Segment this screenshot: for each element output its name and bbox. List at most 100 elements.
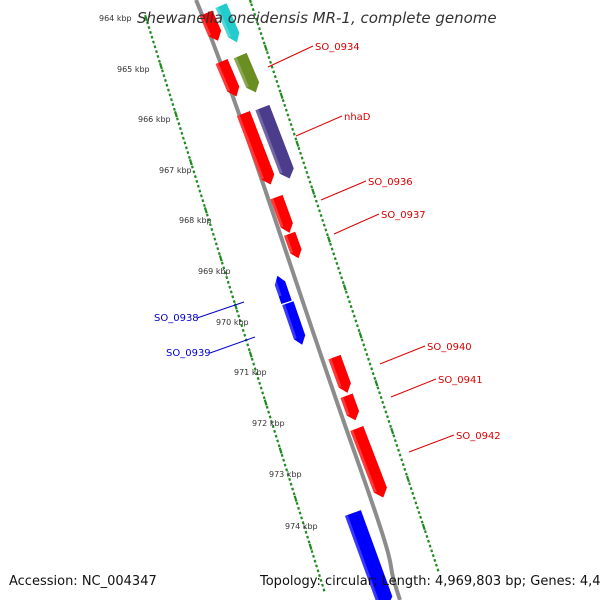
gene-teal-body xyxy=(215,3,240,43)
gene-olive[interactable] xyxy=(233,52,263,95)
scale-dot xyxy=(412,496,416,500)
scale-dot xyxy=(321,218,325,222)
scale-dot xyxy=(208,223,212,227)
gene-red[interactable] xyxy=(328,354,353,395)
scale-dot xyxy=(177,122,181,126)
gene-label[interactable]: SO_0940 xyxy=(427,342,472,353)
scale-dot xyxy=(373,376,377,380)
scale-dot xyxy=(390,427,395,435)
scale-dot xyxy=(354,319,358,323)
scale-dot xyxy=(395,443,399,448)
scale-dot xyxy=(288,477,292,482)
scale-dot xyxy=(393,439,397,443)
scale-dot xyxy=(202,203,206,208)
kbp-label: 970 kbp xyxy=(216,318,249,327)
scale-dot xyxy=(271,425,275,429)
kbp-label: 964 kbp xyxy=(99,14,132,23)
gene-blue[interactable] xyxy=(272,274,292,305)
scale-dot xyxy=(293,495,298,502)
scale-dot xyxy=(291,487,295,491)
accession-text: Accession: NC_004347 xyxy=(9,574,157,589)
gene-red-highlight xyxy=(236,114,265,180)
gene-red[interactable] xyxy=(283,231,304,261)
gene-red[interactable] xyxy=(270,194,295,235)
scale-dot xyxy=(258,381,262,385)
label-leader-lines xyxy=(196,45,455,453)
scale-dot xyxy=(217,251,221,256)
scale-dot xyxy=(268,415,272,419)
scale-dot xyxy=(371,372,375,376)
scale-dot xyxy=(312,554,315,558)
gene-red-highlight xyxy=(199,14,212,37)
scale-dot xyxy=(335,261,339,266)
scale-dot xyxy=(431,554,435,558)
scale-dot xyxy=(303,525,306,530)
gene-label[interactable]: nhaD xyxy=(344,112,371,123)
scale-dot xyxy=(318,209,321,213)
gene-blue-body xyxy=(282,301,306,345)
gene-blue-body xyxy=(274,275,292,305)
scale-dot xyxy=(294,137,298,141)
scale-dot xyxy=(175,117,179,121)
gene-blue[interactable] xyxy=(344,510,395,600)
scale-dot xyxy=(147,26,151,30)
gene-red-body xyxy=(350,425,387,498)
gene-label[interactable]: SO_0939 xyxy=(166,348,211,359)
scale-dot xyxy=(274,434,278,438)
gene-label[interactable]: SO_0938 xyxy=(154,313,199,324)
gene-purple[interactable] xyxy=(255,104,296,181)
gene-red[interactable] xyxy=(340,393,361,423)
scale-dot xyxy=(327,236,331,243)
scale-dot xyxy=(261,36,265,40)
scale-dot xyxy=(362,343,366,347)
scale-dot xyxy=(196,184,200,188)
scale-dot xyxy=(220,261,224,265)
scale-dot xyxy=(311,188,316,195)
scale-dot xyxy=(222,266,226,270)
scale-dot xyxy=(404,472,408,476)
gene-red-body xyxy=(199,10,222,41)
scale-dot xyxy=(276,84,280,88)
scale-dot xyxy=(228,285,232,289)
kbp-label: 968 kbp xyxy=(179,216,212,225)
scale-dot xyxy=(400,458,404,462)
gene-blue[interactable] xyxy=(282,301,308,347)
kbp-label: 973 kbp xyxy=(269,470,302,479)
gene-label[interactable]: SO_0941 xyxy=(438,375,483,386)
gene-red[interactable] xyxy=(199,10,225,43)
gene-label[interactable]: SO_0936 xyxy=(368,177,413,188)
scale-dot xyxy=(318,574,321,578)
gene-red[interactable] xyxy=(350,425,390,500)
scale-dot xyxy=(188,159,193,166)
scale-dot xyxy=(211,232,215,236)
scale-dot xyxy=(302,161,306,165)
scale-dot xyxy=(352,314,356,318)
scale-dot xyxy=(286,113,290,117)
gene-red-body xyxy=(215,58,240,97)
outer-scale-track xyxy=(248,0,440,572)
scale-dot xyxy=(207,218,211,222)
scale-dot xyxy=(203,207,208,214)
scale-dot xyxy=(289,122,293,127)
scale-dot xyxy=(305,170,309,175)
gene-red[interactable] xyxy=(215,58,243,99)
gene-label[interactable]: SO_0942 xyxy=(456,431,501,442)
gene-label[interactable]: SO_0937 xyxy=(381,210,426,221)
scale-dot xyxy=(298,511,302,515)
scale-dot xyxy=(265,405,269,409)
scale-dot xyxy=(278,447,283,454)
map-title: Shewanella oneidensis MR-1, complete gen… xyxy=(137,9,497,27)
scale-dot xyxy=(279,92,284,99)
scale-dot xyxy=(316,569,320,573)
scale-dot xyxy=(269,60,272,64)
scale-dot xyxy=(360,338,364,342)
gene-purple-body xyxy=(255,104,294,179)
gene-olive-highlight xyxy=(233,57,250,88)
gene-label[interactable]: SO_0934 xyxy=(315,42,360,53)
gene-red-body xyxy=(340,393,360,421)
scale-dot xyxy=(178,126,182,131)
scale-dot xyxy=(265,51,269,55)
gene-red[interactable] xyxy=(236,111,277,187)
gene-teal[interactable] xyxy=(215,3,243,44)
